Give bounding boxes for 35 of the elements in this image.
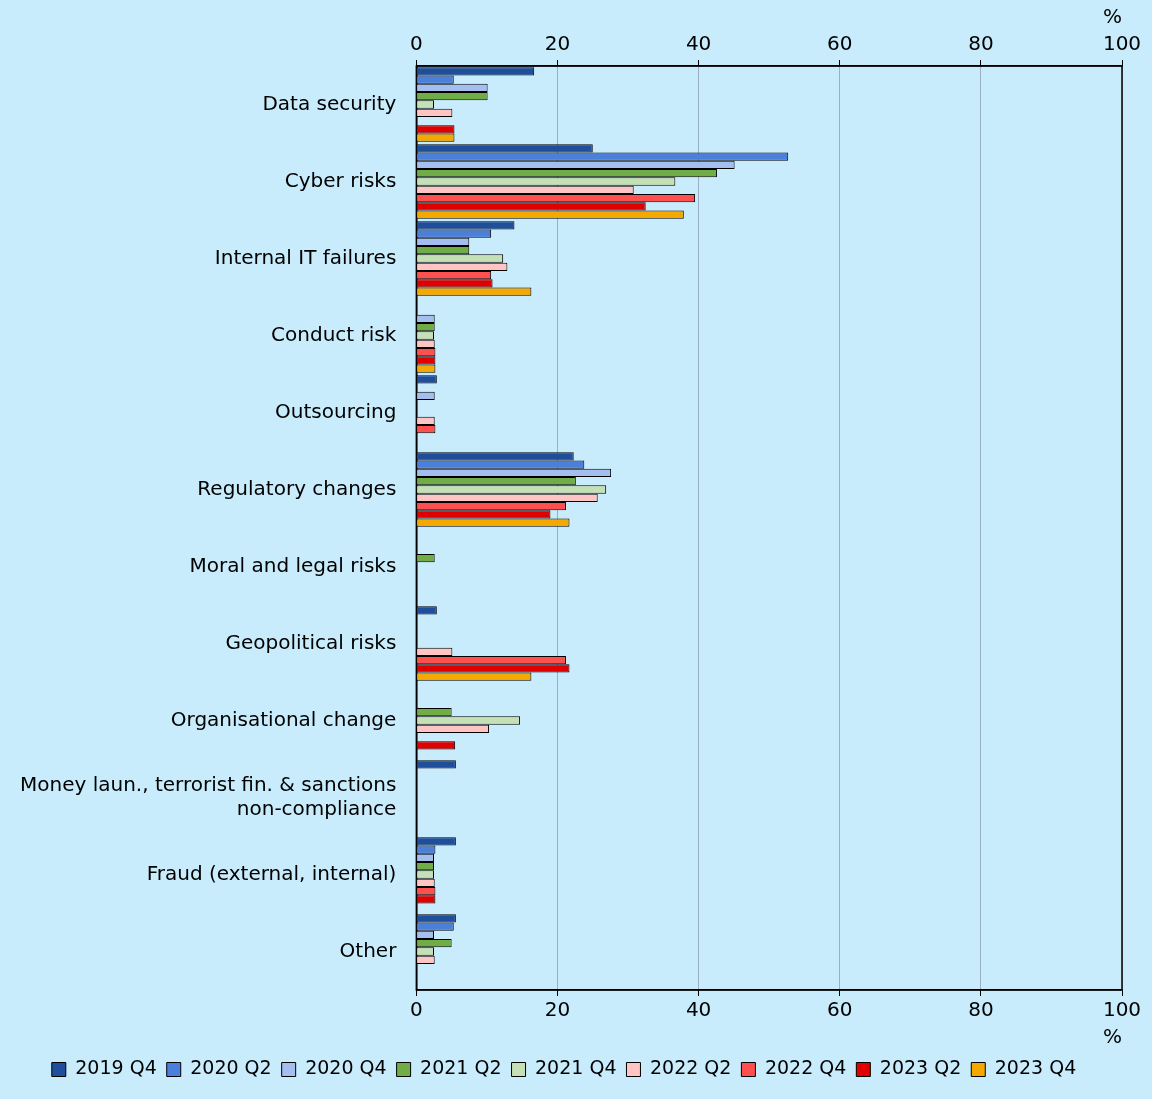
legend-label: 2021 Q4 [535,1056,617,1079]
legend-label: 2023 Q2 [879,1056,962,1079]
y-tick-label: Organisational change [170,706,397,731]
x2-tick-label: 0 [409,31,423,56]
x-tick-label: 80 [968,997,994,1022]
y-tick-label: Geopolitical risks [225,629,397,654]
x-tick-label: 40 [685,997,712,1022]
x-tick-label: 20 [544,997,571,1022]
legend-label: 2019 Q4 [75,1056,157,1079]
y-tick-label: Outsourcing [275,398,397,423]
x2-axis-title: % [1102,4,1122,29]
legend-label: 2020 Q2 [190,1056,272,1079]
y-tick-label: Moral and legal risks [189,552,397,577]
x-tick-label: 60 [827,997,853,1022]
legend-label: 2022 Q2 [649,1056,732,1079]
legend-label: 2022 Q4 [764,1056,847,1079]
x-tick-label: 0 [409,997,423,1022]
legend-label: 2020 Q4 [305,1056,387,1079]
x-axis-title: % [1102,1024,1122,1049]
x2-tick-label: 80 [968,31,994,56]
x2-tick-label: 100 [1102,31,1142,56]
y-tick-label: Internal IT failures [214,244,397,269]
y-tick-label: Money laun., terrorist fin. & sanctions non-compliance [20,771,397,820]
y-tick-label: Other [339,937,398,962]
x2-tick-label: 40 [685,31,712,56]
y-tick-label: Conduct risk [271,321,397,346]
x-tick-label: 100 [1102,997,1142,1022]
y-tick-label: Fraud (external, internal) [146,860,397,885]
legend-label: 2021 Q2 [420,1056,502,1079]
legend-label: 2023 Q4 [994,1056,1077,1079]
y-tick-label: Cyber risks [284,167,397,192]
x2-tick-label: 60 [827,31,853,56]
y-tick-label: Data security [262,90,397,115]
x2-tick-label: 20 [544,31,571,56]
y-tick-label: Regulatory changes [197,475,397,500]
